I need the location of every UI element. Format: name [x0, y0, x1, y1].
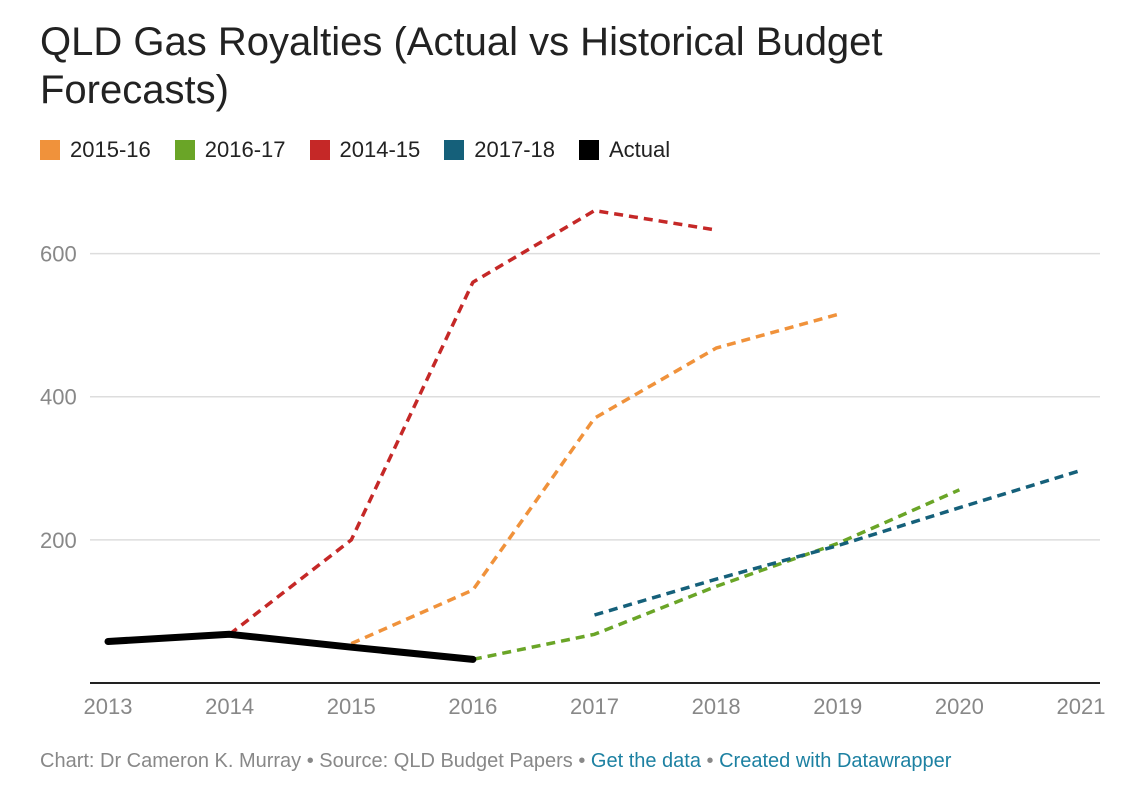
series-line-actual — [104, 630, 477, 663]
series-line-2015-16 — [350, 312, 839, 646]
x-tick-label-2014: 2014 — [205, 694, 254, 719]
legend-item-2014-15[interactable]: 2014-15 — [309, 137, 421, 163]
y-tick-label-600: 600 — [40, 242, 77, 267]
legend-swatch-2015-16 — [40, 140, 60, 160]
footer-separator: • — [700, 750, 720, 772]
legend-swatch-2017-18 — [444, 140, 465, 160]
x-tick-label-2013: 2013 — [84, 694, 133, 719]
y-tick-label-200: 200 — [40, 528, 77, 553]
legend-item-2016-17[interactable]: 2016-17 — [174, 137, 286, 163]
series-line-2014-15 — [228, 208, 717, 636]
legend-swatch-2014-15 — [309, 140, 330, 160]
x-tick-label-2019: 2019 — [813, 694, 862, 719]
footer-source: Source: QLD Budget Papers — [319, 750, 573, 772]
chart-title: QLD Gas Royalties (Actual vs Historical … — [40, 20, 883, 112]
series-line-2017-18 — [594, 468, 1082, 617]
legend-label-2016-17: 2016-17 — [204, 137, 286, 162]
legend-label-actual: Actual — [609, 137, 671, 162]
legend-label-2017-18: 2017-18 — [474, 137, 555, 162]
x-tick-label-2020: 2020 — [935, 694, 984, 719]
y-tick-label-400: 400 — [40, 385, 77, 410]
series-line-2016-17 — [472, 488, 961, 662]
legend-label-2014-15: 2014-15 — [339, 137, 421, 162]
legend-item-2015-16[interactable]: 2015-16 — [40, 137, 151, 163]
get-the-data-link[interactable]: Get the data — [590, 750, 701, 772]
footer-separator: • — [572, 750, 591, 772]
x-tick-label-2021: 2021 — [1057, 694, 1106, 719]
legend-swatch-actual — [579, 140, 599, 160]
x-tick-label-2015: 2015 — [327, 694, 376, 719]
chart-footer: Chart: Dr Cameron K. Murray • Source: QL… — [40, 750, 951, 773]
x-tick-label-2018: 2018 — [692, 694, 741, 719]
datawrapper-link[interactable]: Created with Datawrapper — [719, 750, 952, 772]
legend-item-2017-18[interactable]: 2017-18 — [444, 137, 555, 163]
footer-separator: • — [301, 750, 320, 772]
legend-swatch-2016-17 — [174, 140, 195, 160]
legend-item-actual[interactable]: Actual — [579, 137, 670, 163]
legend: 2015-16 2016-17 2014-15 2017-18 Actual — [40, 137, 670, 163]
legend-label-2015-16: 2015-16 — [70, 137, 151, 162]
x-tick-label-2016: 2016 — [448, 694, 497, 719]
footer-credit: Chart: Dr Cameron K. Murray — [40, 750, 302, 772]
x-tick-label-2017: 2017 — [570, 694, 619, 719]
